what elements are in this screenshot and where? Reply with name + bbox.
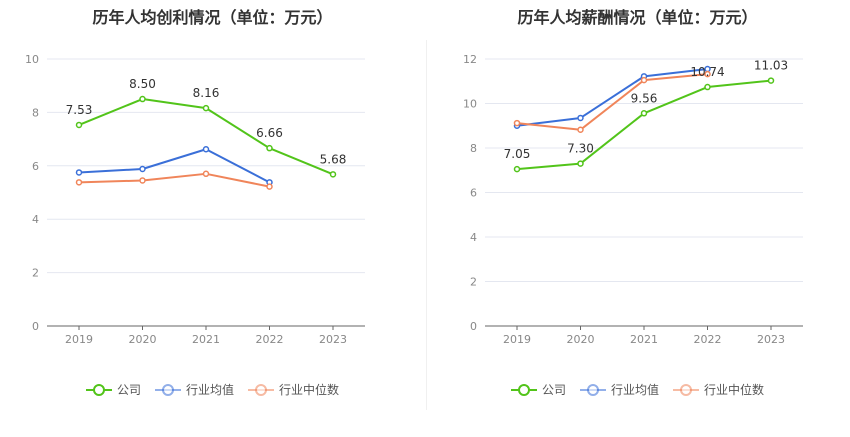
- y-tick-label: 10: [25, 53, 39, 66]
- y-tick-label: 12: [463, 53, 477, 66]
- data-point-industry-avg: [139, 165, 146, 173]
- x-tick-label: 2021: [192, 333, 220, 346]
- legend-item-industry-avg[interactable]: 行业均值: [154, 381, 234, 398]
- data-label: 7.05: [504, 147, 531, 161]
- y-tick-label: 6: [32, 160, 39, 173]
- data-point-industry-median: [577, 126, 584, 134]
- series-line-industry-median: [78, 172, 270, 188]
- salary-chart-svg: 0 2 4 6 8 10 12 2019 2020 2021 2022 2023 7.05 7.30 9.5…: [463, 53, 803, 346]
- data-point-industry-median: [139, 177, 146, 184]
- legend: 公司 行业均值 行业中位数: [425, 381, 850, 398]
- x-tick-label: 2020: [567, 333, 595, 346]
- legend-company-icon: [85, 383, 112, 396]
- data-point-company: [266, 144, 273, 152]
- data-point-industry-avg: [75, 169, 83, 176]
- data-point-company: [139, 95, 146, 103]
- legend-label: 行业中位数: [704, 383, 765, 397]
- chart-title: 历年人均薪酬情况（单位：万元）: [517, 8, 758, 27]
- x-tick-label: 2022: [256, 333, 284, 346]
- y-tick-label: 8: [32, 106, 39, 119]
- data-point-industry-median: [266, 183, 273, 190]
- data-point-company: [640, 110, 648, 117]
- y-tick-label: 2: [32, 267, 39, 280]
- salary-per-capita-chart: 历年人均薪酬情况（单位：万元） 0 2 4 6 8 10 12 2019 2020 2021 202…: [425, 0, 850, 437]
- data-point-industry-median: [75, 179, 83, 186]
- data-point-industry-median: [704, 70, 711, 78]
- legend-label: 公司: [541, 383, 566, 397]
- legend-item-company[interactable]: 公司: [510, 381, 566, 398]
- data-label: 9.56: [631, 91, 658, 105]
- legend-label: 行业均值: [610, 383, 659, 397]
- data-point-industry-median: [202, 170, 210, 178]
- data-point-industry-median: [513, 119, 521, 127]
- legend-item-industry-avg[interactable]: 行业均值: [579, 381, 659, 398]
- data-point-company: [513, 165, 521, 173]
- data-label: 7.30: [567, 142, 594, 156]
- x-tick-label: 2021: [630, 333, 658, 346]
- legend-label: 公司: [116, 383, 141, 397]
- data-label: 10.74: [690, 65, 724, 79]
- y-tick-label: 0: [470, 320, 477, 333]
- y-tick-label: 4: [470, 231, 477, 244]
- x-tick-label: 2019: [503, 333, 531, 346]
- legend-label: 行业均值: [185, 383, 234, 397]
- data-point-company: [704, 83, 711, 91]
- legend-industry-avg-icon: [154, 383, 181, 396]
- data-point-company: [767, 77, 775, 84]
- legend-item-industry-median[interactable]: 行业中位数: [673, 381, 764, 398]
- profit-per-capita-chart: 历年人均创利情况（单位：万元） 0 2 4 6 8 10 2019 2020 2021 2022 2…: [0, 8, 425, 398]
- data-point-industry-median: [640, 76, 648, 84]
- y-tick-label: 4: [32, 213, 39, 226]
- legend-industry-median-icon: [673, 383, 699, 396]
- y-tick-label: 0: [32, 320, 39, 333]
- y-tick-label: 8: [470, 142, 477, 155]
- data-label: 5.68: [320, 152, 347, 166]
- data-label: 8.16: [193, 86, 220, 100]
- data-label: 7.53: [66, 103, 93, 117]
- x-tick-label: 2023: [757, 333, 785, 346]
- y-tick-label: 2: [470, 276, 477, 289]
- data-point-industry-avg: [577, 114, 584, 122]
- y-tick-label: 6: [470, 187, 477, 200]
- legend-industry-median-icon: [248, 383, 274, 396]
- chart-title: 历年人均创利情况（单位：万元）: [92, 8, 333, 27]
- x-tick-label: 2022: [694, 333, 722, 346]
- x-tick-label: 2019: [65, 333, 93, 346]
- legend-item-industry-median[interactable]: 行业中位数: [248, 381, 339, 398]
- legend-label: 行业中位数: [279, 383, 340, 397]
- data-point-company: [202, 104, 210, 112]
- data-point-company: [75, 121, 83, 129]
- x-tick-label: 2020: [129, 333, 157, 346]
- legend-industry-avg-icon: [579, 383, 606, 396]
- series-line-industry-median: [516, 73, 708, 131]
- data-point-company: [577, 160, 584, 167]
- legend-item-company[interactable]: 公司: [85, 381, 141, 398]
- panel-divider: [426, 40, 427, 410]
- series-line-industry-avg: [516, 68, 708, 127]
- x-tick-label: 2023: [319, 333, 347, 346]
- data-label: 11.03: [754, 59, 788, 73]
- legend: 公司 行业均值 行业中位数: [0, 381, 425, 398]
- data-label: 6.66: [256, 126, 283, 140]
- legend-company-icon: [510, 383, 537, 396]
- data-point-company: [329, 171, 337, 178]
- data-point-industry-avg: [202, 145, 210, 153]
- y-tick-label: 10: [463, 98, 477, 111]
- data-label: 8.50: [129, 77, 156, 91]
- profit-chart-svg: 0 2 4 6 8 10 2019 2020 2021 2022 2023 7.53 8.50 8.16 6…: [25, 53, 365, 346]
- series-line-industry-avg: [78, 148, 270, 184]
